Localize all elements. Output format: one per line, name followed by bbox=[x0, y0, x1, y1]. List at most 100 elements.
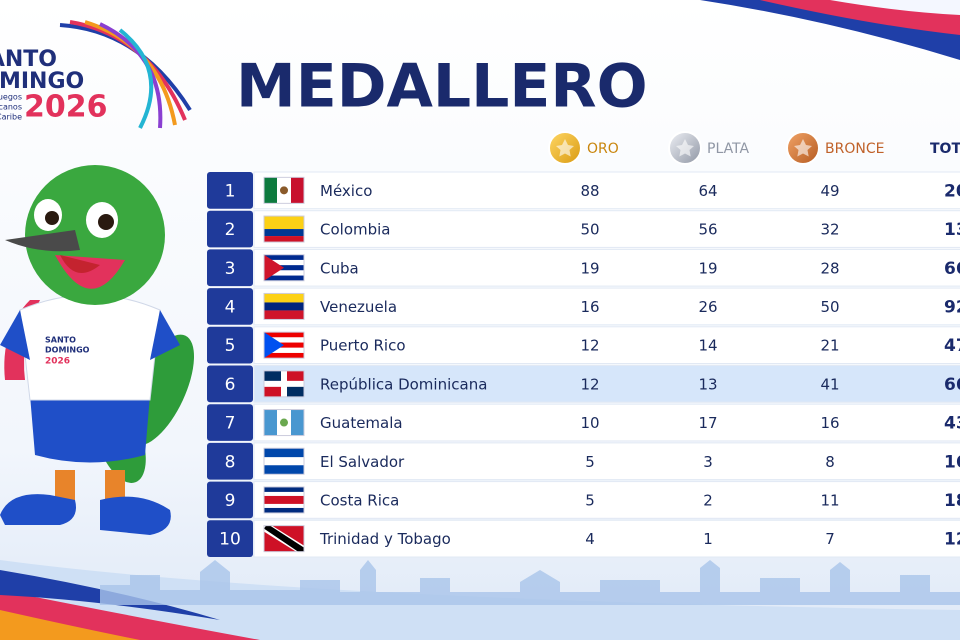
flag bbox=[263, 176, 305, 204]
table-row: 1 México 88 64 49 201 bbox=[207, 171, 960, 210]
flag-stripe bbox=[264, 503, 304, 508]
rank: 10 bbox=[219, 530, 241, 550]
rank: 9 bbox=[225, 491, 236, 511]
flag-stripe bbox=[264, 495, 304, 504]
silver-count: 19 bbox=[698, 259, 717, 277]
medal-star bbox=[676, 139, 694, 157]
flag bbox=[263, 292, 305, 320]
rank: 3 bbox=[225, 259, 236, 279]
flag bbox=[263, 409, 305, 437]
flag-border bbox=[263, 486, 305, 514]
total-count: 43 bbox=[944, 414, 960, 434]
logo-year: 2026 bbox=[24, 90, 108, 125]
row-background bbox=[253, 326, 960, 364]
bronze-count: 41 bbox=[820, 375, 839, 393]
table-row: 10 Trinidad y Tobago 4 1 7 12 bbox=[207, 519, 960, 558]
row-background bbox=[253, 442, 960, 481]
rank-box bbox=[207, 249, 253, 287]
flag-border bbox=[263, 409, 305, 437]
flag-emblem bbox=[280, 418, 288, 427]
rank-box bbox=[207, 404, 253, 441]
gold-count: 12 bbox=[580, 337, 599, 355]
mascot-shirt-text: SANTO bbox=[45, 336, 76, 345]
medal-table: OROPLATABRONCETOTAL1México8864492012Colo… bbox=[207, 131, 960, 558]
total-count: 12 bbox=[944, 530, 960, 550]
flag-stripe bbox=[264, 347, 304, 353]
gold-count: 10 bbox=[580, 414, 599, 432]
country-name: El Salvador bbox=[320, 453, 405, 471]
flag-stripe bbox=[264, 457, 304, 466]
flag-border bbox=[263, 525, 305, 553]
flag bbox=[263, 215, 305, 243]
flag-stripe bbox=[264, 448, 304, 458]
gold-count: 4 bbox=[585, 530, 595, 548]
gold-count: 88 bbox=[580, 182, 599, 200]
flag-border bbox=[263, 331, 305, 359]
country-name: Costa Rica bbox=[320, 491, 399, 509]
rank: 5 bbox=[225, 336, 236, 356]
table-row: 3 Cuba 19 19 28 66 bbox=[207, 248, 960, 287]
flag bbox=[263, 370, 305, 398]
flag-stripe bbox=[264, 254, 304, 260]
mascot-mouth bbox=[60, 255, 100, 273]
row-background bbox=[253, 171, 960, 210]
mascot-beak bbox=[5, 230, 80, 252]
table-row: 7 Guatemala 10 17 16 43 bbox=[207, 403, 960, 442]
column-header: BRONCE bbox=[825, 141, 884, 157]
row-background bbox=[253, 519, 960, 558]
mascot-shirt bbox=[19, 294, 161, 401]
mascot-shirt-text: 2026 bbox=[45, 357, 70, 367]
flag-stripe bbox=[264, 486, 304, 492]
flag-band bbox=[264, 525, 304, 552]
logo-line1: SANTO bbox=[0, 47, 57, 72]
mascot-shoe bbox=[100, 496, 171, 535]
bronze-count: 21 bbox=[820, 337, 839, 355]
row-background bbox=[253, 365, 960, 403]
table-row: 4 Venezuela 16 26 50 92 bbox=[207, 287, 960, 326]
flag-stripe bbox=[264, 352, 304, 359]
country-name: Venezuela bbox=[320, 298, 397, 316]
flag-border bbox=[263, 447, 305, 475]
flag-stripe bbox=[264, 465, 304, 475]
flag bbox=[263, 525, 305, 553]
flag-quarter bbox=[264, 386, 281, 397]
bronze-count: 32 bbox=[820, 221, 839, 239]
silver-count: 13 bbox=[698, 375, 717, 393]
flag-stripe bbox=[264, 229, 304, 237]
rank-box bbox=[207, 210, 253, 248]
row-background bbox=[253, 287, 960, 326]
swoosh bbox=[0, 610, 140, 640]
country-name: Cuba bbox=[320, 259, 359, 277]
flag-stripe bbox=[264, 507, 304, 513]
flag-quarter bbox=[287, 370, 304, 381]
flag-stripe bbox=[264, 236, 304, 243]
total-count: 66 bbox=[944, 259, 960, 279]
rank-box bbox=[207, 481, 253, 519]
flag bbox=[263, 447, 305, 475]
flag-triangle bbox=[264, 254, 284, 281]
rank-box bbox=[207, 520, 253, 557]
country-name: México bbox=[320, 182, 372, 200]
flag-stripe bbox=[291, 409, 304, 436]
logo-tagline: Juegos bbox=[0, 93, 22, 102]
flag-stripe bbox=[291, 177, 304, 204]
rank-box bbox=[207, 172, 253, 209]
logo: SANTO DOMINGO Juegos Centroamericanos y … bbox=[0, 20, 192, 129]
column-header: ORO bbox=[587, 141, 619, 157]
rank: 8 bbox=[225, 452, 236, 472]
silver-count: 64 bbox=[698, 182, 717, 200]
bronze-count: 16 bbox=[820, 414, 839, 432]
flag bbox=[263, 486, 305, 514]
rank: 7 bbox=[225, 414, 236, 434]
rank-box bbox=[207, 288, 253, 325]
flag-stripe bbox=[264, 259, 304, 266]
total-count: 18 bbox=[944, 491, 960, 511]
skyline bbox=[100, 560, 960, 605]
flag bbox=[263, 254, 305, 282]
bronze-count: 8 bbox=[825, 453, 835, 471]
silver-count: 26 bbox=[698, 298, 717, 316]
rank: 2 bbox=[225, 220, 236, 240]
column-header: PLATA bbox=[707, 141, 750, 157]
